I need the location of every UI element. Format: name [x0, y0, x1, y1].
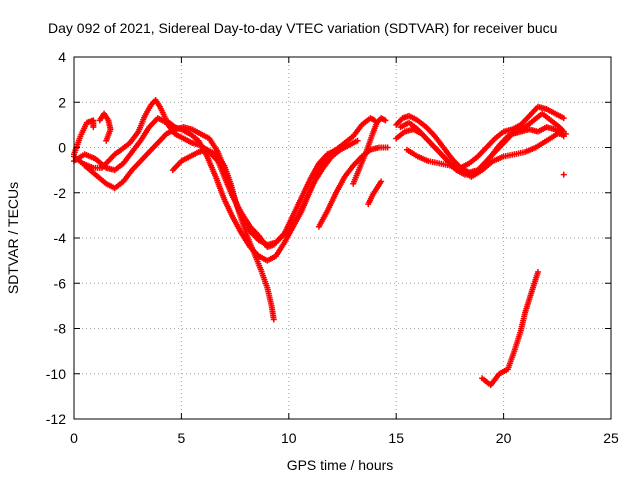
- x-axis-label: GPS time / hours: [287, 457, 394, 473]
- data-point: [560, 171, 567, 178]
- data-point: [270, 316, 277, 323]
- x-tick-label: 15: [388, 430, 404, 446]
- data-point: [534, 268, 541, 275]
- data-point: [378, 178, 385, 185]
- data-points: [71, 96, 569, 389]
- data-point: [90, 124, 97, 131]
- data-point: [560, 115, 567, 122]
- y-tick-label: 0: [58, 140, 66, 156]
- y-tick-label: -2: [54, 185, 67, 201]
- y-tick-label: -10: [46, 366, 66, 382]
- x-tick-label: 5: [178, 430, 186, 446]
- data-point: [382, 117, 389, 124]
- y-tick-label: 4: [58, 49, 66, 65]
- series-track-15: [560, 171, 567, 178]
- data-point: [384, 144, 391, 151]
- y-tick-label: -6: [54, 275, 67, 291]
- data-point: [354, 137, 361, 144]
- chart-title: Day 092 of 2021, Sidereal Day-to-day VTE…: [48, 20, 557, 36]
- x-tick-label: 25: [603, 430, 619, 446]
- y-tick-label: 2: [58, 94, 66, 110]
- series-track-8: [350, 115, 389, 187]
- x-tick-label: 10: [281, 430, 297, 446]
- data-point: [103, 137, 110, 144]
- series-track-4: [71, 115, 361, 251]
- data-point: [333, 149, 340, 156]
- x-tick-label: 0: [70, 430, 78, 446]
- y-tick-label: -12: [46, 411, 66, 427]
- y-tick-label: -4: [54, 230, 67, 246]
- x-tick-label: 20: [496, 430, 512, 446]
- y-tick-label: -8: [54, 321, 67, 337]
- series-track-12: [397, 103, 567, 171]
- data-point: [562, 130, 569, 137]
- series-track-6: [169, 146, 277, 323]
- y-axis-label: SDTVAR / TECUs: [5, 182, 21, 294]
- series-track-13: [403, 130, 569, 180]
- series-track-2: [96, 110, 114, 144]
- series-track-9: [365, 178, 385, 208]
- series-track-14: [479, 268, 541, 389]
